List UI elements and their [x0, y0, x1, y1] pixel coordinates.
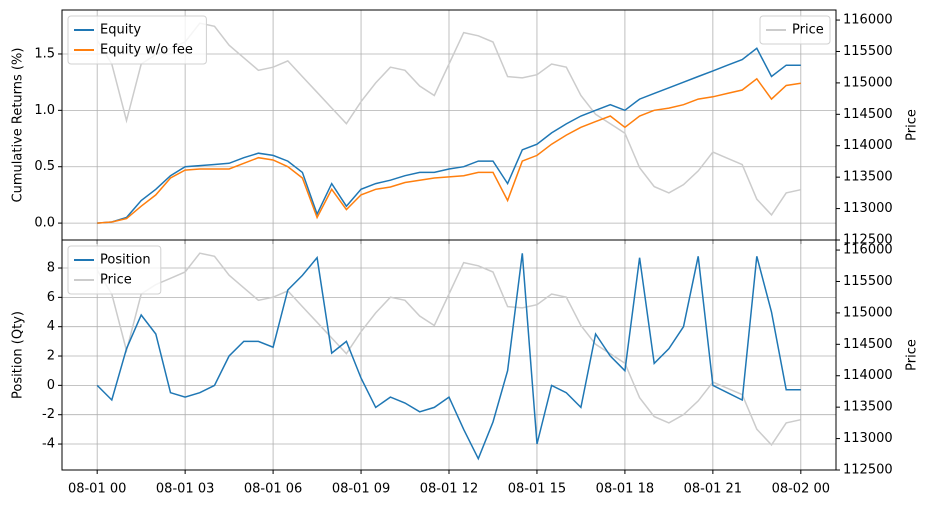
y2-tick-label: 113000	[843, 431, 893, 446]
y-tick-label: 2	[47, 349, 55, 364]
y2-tick-label: 116000	[843, 13, 893, 28]
y-axis-label: Cumulative Returns (%)	[11, 48, 26, 203]
y-tick-label: 8	[47, 261, 55, 276]
legend: Equity Equity w/o fee	[67, 15, 207, 65]
y-tick-label: 1.5	[34, 46, 55, 61]
y-tick-label: 0.0	[34, 216, 55, 231]
legend: Position Price	[67, 245, 162, 295]
legend-box	[759, 15, 831, 45]
y-tick-label: -2	[42, 407, 55, 422]
y2-tick-label: 114500	[843, 107, 893, 122]
x-tick-label: 08-01 12	[420, 482, 478, 497]
y2-tick-label: 112500	[843, 463, 893, 478]
x-tick-label: 08-01 06	[244, 482, 302, 497]
y2-tick-label: 115000	[843, 75, 893, 90]
y-tick-label: 4	[47, 319, 55, 334]
legend-box	[67, 245, 162, 295]
y2-tick-label: 114000	[843, 138, 893, 153]
x-tick-label: 08-02 00	[772, 482, 830, 497]
x-tick-label: 08-01 18	[596, 482, 654, 497]
y2-tick-label: 115500	[843, 274, 893, 289]
y2-tick-label: 114000	[843, 368, 893, 383]
y-axis-label: Position (Qty)	[11, 311, 26, 399]
y2-tick-label: 116000	[843, 243, 893, 258]
y2-tick-label: 113500	[843, 400, 893, 415]
series-line	[97, 77, 801, 224]
series-line	[97, 47, 801, 224]
y-tick-label: -4	[42, 437, 55, 452]
series-line	[96, 252, 801, 447]
y2-tick-label: 115500	[843, 44, 893, 59]
y2-axis-label: Price	[905, 109, 920, 141]
y2-tick-label: 113000	[843, 201, 893, 216]
y-tick-label: 0.5	[34, 159, 55, 174]
y-tick-label: 0	[47, 378, 55, 393]
y2-tick-label: 114500	[843, 337, 893, 352]
series-line	[96, 253, 801, 461]
legend-label: Equity w/o fee	[100, 43, 193, 58]
x-tick-label: 08-01 15	[508, 482, 566, 497]
legend-label: Price	[100, 273, 132, 288]
plot-frame	[61, 239, 837, 471]
y2-tick-label: 115000	[843, 305, 893, 320]
y-tick-label: 6	[47, 290, 55, 305]
y2-tick-label: 113500	[843, 170, 893, 185]
x-tick-label: 08-01 00	[68, 482, 126, 497]
legend-box	[67, 15, 207, 65]
y-tick-label: 1.0	[34, 103, 55, 118]
legend-label: Position	[100, 253, 151, 268]
x-tick-label: 08-01 09	[332, 482, 390, 497]
x-tick-label: 08-01 21	[684, 482, 742, 497]
x-tick-label: 08-01 03	[156, 482, 214, 497]
legend-label: Equity	[100, 23, 141, 38]
subplot: 0.0 0.5 1.0 1.5 112500 113000 113500 114000 1145…	[11, 9, 920, 248]
y2-tick-label: 112500	[843, 233, 893, 248]
legend-label: Price	[792, 23, 824, 38]
y2-axis-label: Price	[905, 339, 920, 371]
legend: Price	[759, 15, 831, 45]
series-line	[96, 22, 801, 217]
subplot: 08-01 00 08-01 03 08-01 06 08-01 09 08-01 12…	[11, 239, 920, 497]
